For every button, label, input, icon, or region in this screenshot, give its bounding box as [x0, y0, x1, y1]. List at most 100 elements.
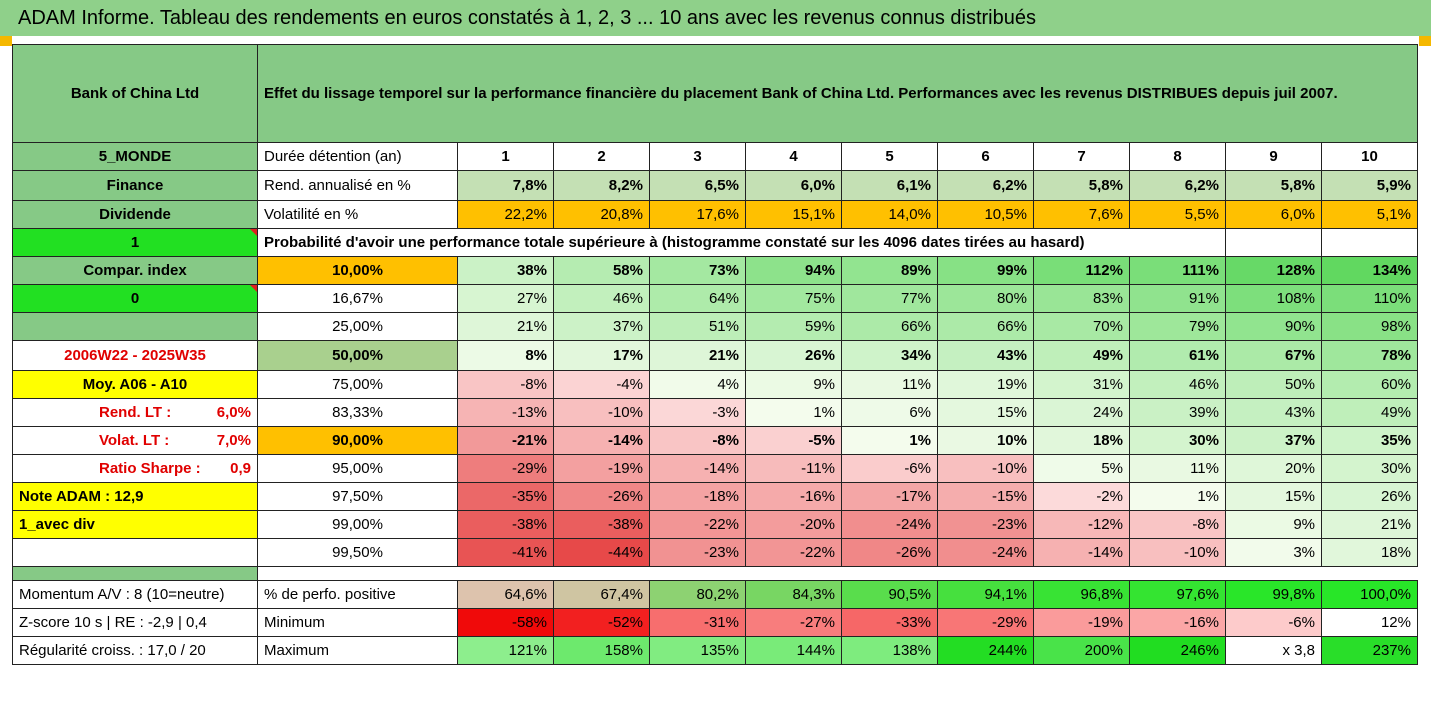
table-row: 1 Probabilité d'avoir une performance tot… — [12, 228, 1418, 257]
quantile-value: -14% — [649, 454, 746, 483]
perf-pos-value: 80,2% — [649, 580, 746, 609]
quantile-value: -13% — [457, 398, 554, 427]
quantile-value: 112% — [1033, 256, 1130, 285]
empty-green-cell — [12, 312, 258, 341]
proba-label: Probabilité d'avoir une performance tota… — [257, 228, 1226, 257]
quantile-value: -23% — [937, 510, 1034, 539]
year-header: 9 — [1225, 142, 1322, 171]
quantile-value: -10% — [553, 398, 650, 427]
quantile-value: 43% — [937, 340, 1034, 371]
quantile-value: -14% — [553, 426, 650, 455]
table-row: Bank of China Ltd Effet du lissage tempor… — [12, 44, 1418, 143]
quantile-value: 21% — [649, 340, 746, 371]
vol-value: 15,1% — [745, 200, 842, 229]
quantile-value: -3% — [649, 398, 746, 427]
table-row: Régularité croiss. : 17,0 / 20 Maximum 121… — [12, 636, 1418, 665]
regularite-label: Régularité croiss. : 17,0 / 20 — [12, 636, 258, 665]
period-label: 2006W22 - 2025W35 — [12, 340, 258, 371]
table-row: Z-score 10 s | RE : -2,9 | 0,4 Minimum -58… — [12, 608, 1418, 637]
quantile-value: 66% — [841, 312, 938, 341]
vol-label: Volatilité en % — [257, 200, 458, 229]
quantile-value: -5% — [745, 426, 842, 455]
quantile-value: -23% — [649, 538, 746, 567]
quantile-value: 134% — [1321, 256, 1418, 285]
quantile-value: -35% — [457, 482, 554, 511]
quantile-value: 9% — [1225, 510, 1322, 539]
sharpe-ratio: Ratio Sharpe : 0,9 — [12, 454, 258, 483]
table-row: Dividende Volatilité en % 22,2% 20,8% 17,6% 1… — [12, 200, 1418, 229]
company-name: Bank of China Ltd — [12, 44, 258, 143]
quantile-value: 18% — [1033, 426, 1130, 455]
header-description: Effet du lissage temporel sur la perform… — [257, 44, 1418, 143]
year-header: 6 — [937, 142, 1034, 171]
perf-pos-value: 96,8% — [1033, 580, 1130, 609]
quantile-value: 35% — [1321, 426, 1418, 455]
maximum-label: Maximum — [257, 636, 458, 665]
table-row: Volat. LT : 7,0% 90,00% -21% -14% -8% -5% 1% 10%… — [12, 426, 1418, 455]
minimum-value: -6% — [1225, 608, 1322, 637]
vol-value: 14,0% — [841, 200, 938, 229]
quantile-value: -26% — [841, 538, 938, 567]
perf-pos-label: % de perfo. positive — [257, 580, 458, 609]
quantile-value: 49% — [1321, 398, 1418, 427]
rend-value: 5,9% — [1321, 170, 1418, 201]
quantile-value: -6% — [841, 454, 938, 483]
spacer-cell — [257, 566, 1418, 581]
empty-cell — [12, 538, 258, 567]
quantile-value: -10% — [1129, 538, 1226, 567]
vol-value: 7,6% — [1033, 200, 1130, 229]
quantile-value: -10% — [937, 454, 1034, 483]
quantile-value: -8% — [457, 370, 554, 399]
maximum-value: 138% — [841, 636, 938, 665]
quantile-value: 5% — [1033, 454, 1130, 483]
table-row: 99,50% -41% -44% -23% -22% -26% -24% -14% -10% 3%… — [12, 538, 1418, 567]
rend-value: 8,2% — [553, 170, 650, 201]
table-body: Bank of China Ltd Effet du lissage tempor… — [12, 44, 1418, 665]
quantile-value: -22% — [649, 510, 746, 539]
vol-value: 20,8% — [553, 200, 650, 229]
metric-label: Ratio Sharpe : — [99, 460, 201, 477]
quantile-value: -29% — [457, 454, 554, 483]
quantile-value: -14% — [1033, 538, 1130, 567]
momentum-label: Momentum A/V : 8 (10=neutre) — [12, 580, 258, 609]
quantile-threshold: 99,00% — [257, 510, 458, 539]
empty-cell — [1321, 228, 1418, 257]
year-header: 7 — [1033, 142, 1130, 171]
quantile-value: 80% — [937, 284, 1034, 313]
quantile-value: 73% — [649, 256, 746, 285]
minimum-value: 12% — [1321, 608, 1418, 637]
quantile-value: -4% — [553, 370, 650, 399]
quantile-value: 20% — [1225, 454, 1322, 483]
quantile-value: 128% — [1225, 256, 1322, 285]
quantile-value: 8% — [457, 340, 554, 371]
table-row: 1_avec div 99,00% -38% -38% -22% -20% -24% -23%… — [12, 510, 1418, 539]
quantile-value: 46% — [1129, 370, 1226, 399]
rend-value: 6,2% — [1129, 170, 1226, 201]
year-header: 3 — [649, 142, 746, 171]
quantile-threshold: 99,50% — [257, 538, 458, 567]
quantile-threshold: 50,00% — [257, 340, 458, 371]
year-header: 1 — [457, 142, 554, 171]
table-row: Compar. index 10,00% 38% 58% 73% 94% 89% 99% 112… — [12, 256, 1418, 285]
quantile-threshold: 75,00% — [257, 370, 458, 399]
minimum-value: -29% — [937, 608, 1034, 637]
minimum-value: -27% — [745, 608, 842, 637]
quantile-value: 70% — [1033, 312, 1130, 341]
quantile-value: 4% — [649, 370, 746, 399]
duree-label: Durée détention (an) — [257, 142, 458, 171]
quantile-threshold: 25,00% — [257, 312, 458, 341]
quantile-value: 9% — [745, 370, 842, 399]
quantile-value: -16% — [745, 482, 842, 511]
quantile-value: 83% — [1033, 284, 1130, 313]
quantile-value: -8% — [649, 426, 746, 455]
quantile-value: 19% — [937, 370, 1034, 399]
minimum-value: -52% — [553, 608, 650, 637]
table-row: 25,00% 21% 37% 51% 59% 66% 66% 70% 79% 90% 98% — [12, 312, 1418, 341]
year-header: 2 — [553, 142, 650, 171]
perf-pos-value: 90,5% — [841, 580, 938, 609]
quantile-value: 37% — [553, 312, 650, 341]
vol-value: 5,1% — [1321, 200, 1418, 229]
rend-label: Rend. annualisé en % — [257, 170, 458, 201]
quantile-value: 58% — [553, 256, 650, 285]
